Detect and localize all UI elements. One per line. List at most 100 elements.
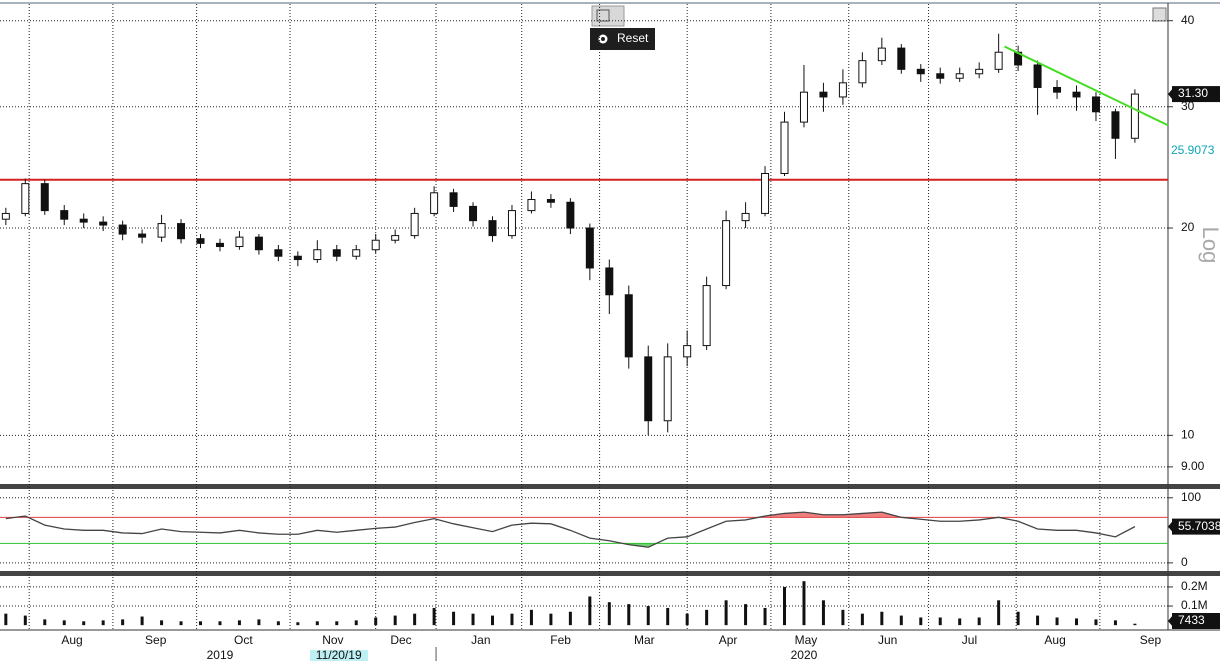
candle-body bbox=[527, 199, 536, 212]
volume-bar bbox=[218, 621, 222, 626]
volume-bar bbox=[705, 609, 709, 626]
volume-bar bbox=[841, 609, 845, 626]
volume-bar bbox=[1133, 623, 1137, 626]
x-tick-label: Mar bbox=[634, 633, 655, 647]
volume-bar bbox=[413, 613, 417, 626]
y-tick-label: 20 bbox=[1181, 220, 1195, 234]
candle-body bbox=[605, 267, 614, 296]
candle-body bbox=[683, 345, 692, 358]
volume-bar bbox=[491, 615, 495, 626]
volume-bar bbox=[510, 613, 514, 626]
y-tick-label: 100 bbox=[1181, 490, 1201, 504]
candle-body bbox=[1130, 93, 1139, 139]
volume-bar bbox=[568, 611, 572, 626]
candle-body bbox=[780, 121, 789, 174]
volume-bar bbox=[276, 621, 280, 626]
candle-body bbox=[663, 356, 672, 422]
x-tick-label: Nov bbox=[322, 633, 343, 647]
candle-body bbox=[585, 227, 594, 269]
candle-body bbox=[138, 233, 147, 238]
candle-body bbox=[799, 91, 808, 123]
volume-bar bbox=[374, 617, 378, 626]
volume-bar bbox=[160, 620, 164, 626]
volume-bar bbox=[257, 619, 261, 626]
candle-body bbox=[975, 68, 984, 75]
indicator-label: 25.9073 bbox=[1171, 143, 1215, 157]
candle-body bbox=[838, 82, 847, 98]
volume-bar bbox=[101, 620, 105, 626]
volume-bar bbox=[685, 613, 689, 626]
candle-body bbox=[40, 183, 49, 212]
y-tick-label: 0.2M bbox=[1181, 579, 1208, 593]
candle-body bbox=[449, 192, 458, 207]
trendline bbox=[1004, 45, 1169, 127]
candle-body bbox=[118, 224, 127, 235]
candle-body bbox=[293, 255, 302, 261]
y-tick-label: 0 bbox=[1181, 555, 1188, 569]
panel-separator bbox=[0, 484, 1220, 489]
rsi-upper-fill bbox=[5, 512, 1135, 518]
candle-body bbox=[916, 68, 925, 75]
rsi-last-label: 55.7038 bbox=[1178, 519, 1220, 533]
candle-body bbox=[21, 183, 30, 214]
candle-body bbox=[391, 235, 400, 241]
x-tick-label: Jul bbox=[962, 633, 977, 647]
candle-body bbox=[507, 210, 516, 237]
cursor-label: 11/20/19 bbox=[316, 648, 362, 661]
candle-body bbox=[1111, 111, 1120, 139]
x-tick-label: Aug bbox=[1044, 633, 1065, 647]
x-tick-label: Oct bbox=[234, 633, 253, 647]
volume-last-label: 7433 bbox=[1178, 613, 1205, 627]
candle-body bbox=[546, 199, 555, 203]
cursor-label-box bbox=[310, 650, 368, 661]
reset-label[interactable]: Reset bbox=[617, 31, 649, 45]
volume-bar bbox=[335, 621, 339, 626]
year-label: 2020 bbox=[791, 648, 818, 661]
reset-icon-dot bbox=[601, 37, 605, 41]
candle-body bbox=[1033, 64, 1042, 88]
candle-body bbox=[897, 47, 906, 70]
volume-bar bbox=[1113, 620, 1117, 626]
reset-button[interactable] bbox=[590, 28, 655, 50]
candle-body bbox=[955, 73, 964, 79]
volume-bar bbox=[860, 613, 864, 626]
x-tick-label: Sep bbox=[1140, 633, 1162, 647]
volume-bar bbox=[4, 613, 8, 626]
last-price-label: 31.30 bbox=[1178, 86, 1208, 100]
volume-last-label-pointer bbox=[1168, 615, 1173, 627]
volume-bar bbox=[1036, 615, 1040, 626]
candle-body bbox=[215, 242, 224, 248]
volume-bar bbox=[121, 619, 125, 626]
last-price-label-box bbox=[1172, 86, 1220, 103]
volume-bar bbox=[393, 615, 397, 626]
candle-body bbox=[196, 238, 205, 244]
candle-body bbox=[99, 221, 108, 226]
volume-bar bbox=[938, 617, 942, 626]
candle-body bbox=[994, 51, 1003, 70]
volume-bar bbox=[471, 613, 475, 626]
volume-bar bbox=[432, 607, 436, 626]
candle-body bbox=[313, 249, 322, 261]
candle-body bbox=[332, 249, 341, 257]
volume-bar bbox=[1016, 611, 1020, 626]
volume-bar bbox=[452, 611, 456, 626]
volume-bar bbox=[62, 620, 66, 626]
panel-icon[interactable] bbox=[1152, 7, 1167, 22]
volume-bar bbox=[724, 600, 728, 626]
volume-bar bbox=[607, 602, 611, 626]
volume-bar bbox=[977, 617, 981, 626]
volume-bar bbox=[919, 617, 923, 626]
volume-bar bbox=[744, 604, 748, 626]
rsi-last-label-box bbox=[1172, 518, 1220, 535]
x-tick-label: May bbox=[795, 633, 818, 647]
x-tick-label: Sep bbox=[145, 633, 167, 647]
rsi-last-label-pointer bbox=[1168, 520, 1173, 533]
volume-bar bbox=[43, 619, 47, 626]
year-label: 2019 bbox=[207, 648, 234, 661]
x-tick-label: Aug bbox=[61, 633, 82, 647]
candle-body bbox=[488, 220, 497, 237]
volume-bar bbox=[1075, 618, 1079, 626]
volume-bar bbox=[199, 621, 203, 626]
